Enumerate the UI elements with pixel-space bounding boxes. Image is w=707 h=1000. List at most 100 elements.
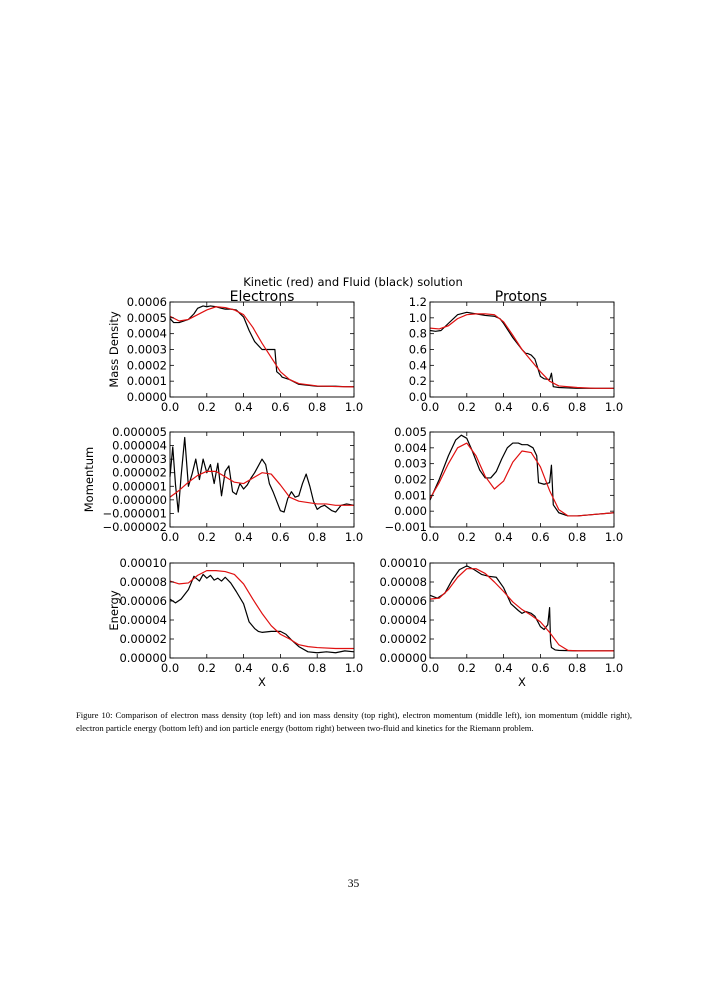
- y-tick-label: 0.000004: [112, 439, 167, 453]
- y-tick-label: 0.00000: [119, 651, 167, 665]
- series-line-fluid: [429, 434, 615, 517]
- x-tick-label: 0.2: [198, 400, 216, 414]
- y-tick-label: 0.000003: [112, 452, 167, 466]
- y-tick-label: 0.0002: [127, 358, 167, 372]
- series-line-fluid: [169, 436, 355, 513]
- y-tick-label: 0.00004: [379, 613, 427, 627]
- chart-panel-3: 0.0 0.2 0.4 0.6 0.8 1.0−0.000002−0.0000010.00…: [82, 425, 363, 544]
- plot-frame: [169, 431, 355, 528]
- y-tick-label: 0.2: [409, 374, 427, 388]
- x-tick-label: 1.0: [345, 661, 363, 675]
- y-tick-label: 0.00006: [119, 594, 167, 608]
- x-axis-label: X: [518, 675, 526, 689]
- x-tick-label: 0.6: [271, 530, 289, 544]
- y-tick-label: 1.2: [409, 295, 427, 309]
- panels-group: 0.0 0.2 0.4 0.6 0.8 1.00.00000.00010.00020.00…: [82, 295, 623, 689]
- x-tick-label: 0.8: [568, 400, 586, 414]
- y-tick-label: 0.0005: [127, 311, 167, 325]
- x-tick-label: 0.6: [531, 530, 549, 544]
- x-tick-label: 0.6: [531, 661, 549, 675]
- y-tick-label: 0.00010: [119, 556, 167, 570]
- x-tick-label: 0.4: [234, 530, 252, 544]
- series-line-kinetic: [169, 306, 355, 388]
- y-tick-label: 0.6: [409, 343, 427, 357]
- x-tick-label: 0.0: [161, 661, 179, 675]
- y-tick-label: 0.001: [394, 488, 427, 502]
- chart-panel-1: 0.0 0.2 0.4 0.6 0.8 1.00.00000.00010.00020.00…: [107, 295, 363, 414]
- chart-panel-6: 0.0 0.2 0.4 0.6 0.8 1.0 0.00000 0.00002 0.00004 0…: [379, 556, 623, 689]
- y-tick-label: 0.8: [409, 327, 427, 341]
- x-tick-label: 0.2: [458, 400, 476, 414]
- y-tick-label: −0.000001: [102, 506, 167, 520]
- figure-suptitle: Kinetic (red) and Fluid (black) solution: [243, 275, 463, 289]
- y-tick-label: 0.004: [394, 441, 427, 455]
- figure-caption: Figure 10: Comparison of electron mass d…: [76, 710, 632, 733]
- column-title-protons: Protons: [495, 289, 547, 305]
- x-tick-label: 0.4: [494, 530, 512, 544]
- x-tick-label: 0.0: [161, 400, 179, 414]
- x-tick-label: 0.2: [198, 661, 216, 675]
- chart-panel-2: 0.0 0.2 0.4 0.6 0.8 1.00.00.20.40.60.81.01.2: [409, 295, 623, 414]
- y-tick-label: 1.0: [409, 311, 427, 325]
- y-tick-label: 0.000: [394, 504, 427, 518]
- x-tick-label: 1.0: [605, 530, 623, 544]
- x-tick-label: 0.8: [308, 400, 326, 414]
- y-tick-label: 0.0000: [127, 390, 167, 404]
- y-axis-label: Momentum: [82, 447, 96, 513]
- series-line-fluid: [169, 573, 355, 654]
- x-tick-label: 0.4: [234, 661, 252, 675]
- x-tick-label: 1.0: [605, 400, 623, 414]
- series-line-kinetic: [429, 442, 615, 517]
- x-tick-label: 0.8: [308, 661, 326, 675]
- x-tick-label: 0.2: [458, 530, 476, 544]
- y-tick-label: 0.0003: [127, 343, 167, 357]
- y-tick-label: 0.000002: [112, 466, 167, 480]
- y-tick-label: 0.00004: [119, 613, 167, 627]
- series-line-kinetic: [169, 569, 354, 650]
- y-tick-label: 0.003: [394, 457, 427, 471]
- page-number: 35: [347, 878, 360, 890]
- y-tick-label: 0.002: [394, 473, 427, 487]
- y-tick-label: 0.00002: [379, 632, 427, 646]
- x-tick-label: 0.8: [568, 530, 586, 544]
- x-tick-label: 0.0: [421, 530, 439, 544]
- y-tick-label: 0.005: [394, 425, 427, 439]
- x-tick-label: 0.6: [531, 400, 549, 414]
- x-tick-label: 0.6: [271, 661, 289, 675]
- series-line-kinetic: [169, 470, 354, 506]
- y-tick-label: 0.0: [409, 390, 427, 404]
- y-tick-label: 0.000000: [112, 493, 167, 507]
- chart-panel-4: 0.0 0.2 0.4 0.6 0.8 1.0 −0.001 0.000 0.0010.002 0…: [384, 425, 623, 544]
- series-line-fluid: [169, 305, 354, 388]
- x-tick-label: 1.0: [605, 661, 623, 675]
- y-tick-label: 0.00010: [379, 556, 427, 570]
- series-line-kinetic: [429, 313, 614, 389]
- y-tick-label: 0.0004: [127, 327, 167, 341]
- y-tick-label: 0.4: [409, 358, 427, 372]
- x-tick-label: 0.6: [271, 400, 289, 414]
- y-tick-label: −0.001: [384, 520, 427, 534]
- y-tick-label: 0.000001: [112, 479, 167, 493]
- x-tick-label: 0.2: [198, 530, 216, 544]
- y-tick-label: 0.00008: [119, 575, 167, 589]
- y-tick-label: 0.00000: [379, 651, 427, 665]
- x-tick-label: 0.0: [161, 530, 179, 544]
- plot-frame: [429, 431, 615, 528]
- series-line-fluid: [429, 565, 614, 652]
- column-title-electrons: Electrons: [230, 289, 295, 305]
- x-tick-label: 0.0: [421, 661, 439, 675]
- x-tick-label: 0.2: [458, 661, 476, 675]
- y-tick-label: 0.00002: [119, 632, 167, 646]
- series-line-kinetic: [429, 568, 614, 652]
- y-tick-label: −0.000002: [102, 520, 167, 534]
- plot-frame: [169, 562, 355, 659]
- y-tick-label: 0.00008: [379, 575, 427, 589]
- y-axis-label: Mass Density: [107, 311, 121, 388]
- x-tick-label: 0.4: [494, 661, 512, 675]
- y-tick-label: 0.000005: [112, 425, 167, 439]
- x-tick-label: 0.4: [234, 400, 252, 414]
- y-tick-label: 0.00006: [379, 594, 427, 608]
- x-tick-label: 0.8: [568, 661, 586, 675]
